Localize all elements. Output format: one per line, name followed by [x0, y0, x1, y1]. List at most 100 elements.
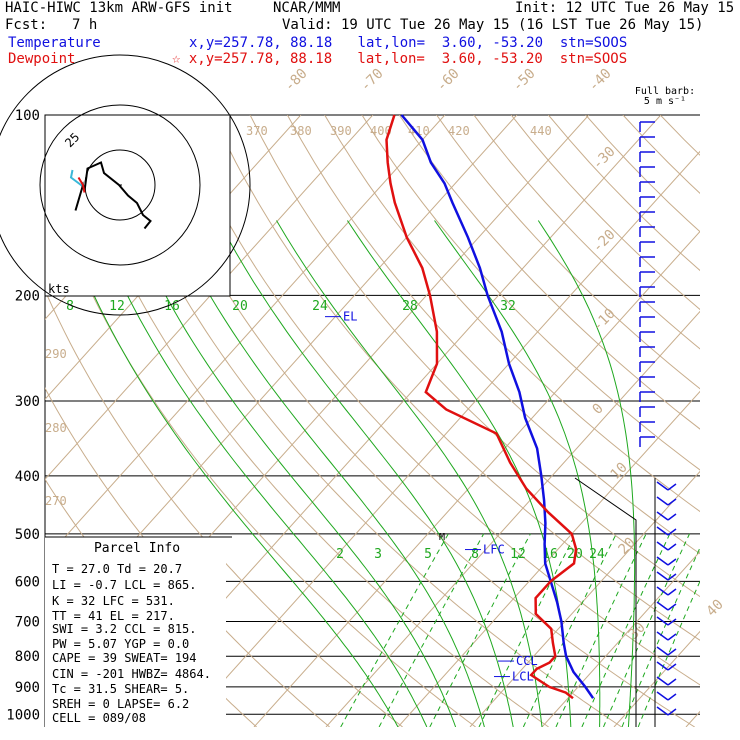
barb-legend-title: Full barb: [635, 86, 695, 97]
isotherm-label: -10 [590, 306, 619, 335]
mixing-ratio-label: 8 [471, 547, 479, 562]
moist-adiabat-line [346, 220, 572, 727]
isotherm-line [253, 230, 700, 727]
parcel-info-row: K = 32 LFC = 531. [52, 594, 175, 608]
mixing-ratio-line [637, 580, 700, 727]
dewpoint-location: ☆ x,y=257.78, 88.18 lat,lon= 3.60, -53.2… [172, 51, 628, 67]
mixing-ratio-label: 28 [402, 299, 418, 314]
mixing-ratio-label: 24 [312, 299, 328, 314]
parcel-info-row: TT = 41 EL = 217. [52, 609, 175, 623]
dry-adiabat-line [212, 115, 700, 641]
parcel-box-slant [574, 477, 637, 727]
dry-adiabat-label: 420 [448, 124, 470, 138]
moist-adiabat-line [434, 220, 601, 727]
hodograph-ring [0, 54, 251, 316]
wind-barb-staff [656, 496, 669, 506]
hodograph-ring [39, 104, 201, 266]
mixed-layer-marker: M [439, 532, 445, 543]
pressure-tick-label: 400 [15, 469, 40, 485]
wind-barb-flag [667, 648, 677, 656]
isotherm-line [0, 115, 13, 727]
mixing-ratio-line [340, 533, 449, 727]
parcel-info-row: PW = 5.07 YGP = 0.0 [52, 637, 189, 651]
parcel-info-row: SWI = 3.2 CCL = 815. [52, 622, 197, 636]
pressure-tick-label: 500 [15, 527, 40, 543]
isotherm-label: -30 [590, 144, 619, 173]
level-label-lcl: LCL [512, 670, 534, 684]
moist-adiabat-line [217, 220, 514, 727]
dewpoint-legend-label: Dewpoint [8, 51, 76, 67]
parcel-info-row: CAPE = 39 SWEAT= 194 [52, 651, 197, 665]
init-time: Init: 12 UTC Tue 26 May 15 [515, 0, 735, 16]
dry-adiabat-line [473, 115, 700, 350]
isotherm-line [469, 470, 700, 727]
valid-time: Valid: 19 UTC Tue 26 May 15 (16 LST Tue … [282, 17, 704, 33]
level-label-lfc: LFC [483, 543, 505, 557]
parcel-info-row: CELL = 089/08 [52, 711, 146, 725]
dry-adiabat-label: 440 [530, 124, 552, 138]
dry-adiabat-line [324, 115, 700, 513]
mixing-ratio-label: 5 [424, 547, 432, 562]
wind-barb-flag [667, 573, 677, 581]
wind-barb-flag [667, 663, 677, 671]
moist-adiabat-line [128, 220, 457, 727]
moist-adiabat-line [169, 220, 485, 727]
isotherm-line [45, 115, 374, 480]
isotherm-line [685, 710, 700, 727]
mixing-ratio-label: 3 [374, 547, 382, 562]
forecast-label: Fcst: [5, 17, 48, 33]
wind-barb-staff [656, 601, 669, 611]
dry-adiabat-line [436, 115, 700, 390]
wind-barb-flag [667, 543, 677, 551]
dry-adiabat-line [249, 115, 700, 598]
isotherm-label: -40 [586, 66, 615, 95]
pressure-tick-label: 900 [15, 680, 40, 696]
mixing-ratio-line [581, 533, 671, 727]
dry-adiabat-lines [45, 115, 700, 727]
isotherm-label: -60 [434, 66, 463, 95]
moist-adiabat-line [62, 220, 399, 727]
wind-barb-staff [656, 706, 669, 716]
pressure-tick-label: 100 [15, 108, 40, 124]
moist-adiabat-lines [62, 220, 636, 727]
moist-adiabat-line [276, 220, 543, 727]
dry-adiabat-label: 370 [246, 124, 268, 138]
wind-barb-staff [656, 571, 669, 581]
wind-barb-staff [656, 691, 669, 701]
moist-adiabat-line [537, 220, 636, 727]
mixing-ratio-label: 2 [336, 547, 344, 562]
parcel-info-row: Tc = 31.5 SHEAR= 5. [52, 682, 189, 696]
parcel-info-row: CIN = -201 HWBZ= 4864. [52, 667, 211, 681]
isotherm-line [181, 150, 700, 727]
wind-barb-staff [656, 556, 669, 566]
mixing-ratio-label: 32 [500, 299, 516, 314]
wind-barb-staff [656, 646, 669, 656]
wind-barb-flag [667, 558, 677, 566]
wind-barb-staff [656, 661, 669, 671]
temperature-legend-label: Temperature [8, 35, 101, 51]
isotherm-label: -80 [282, 66, 311, 95]
wind-barb-flag [667, 678, 677, 686]
wind-barb-flag [667, 588, 677, 596]
dry-adiabat-label: 290 [45, 347, 67, 361]
wind-barb-staff [656, 511, 669, 521]
moist-adiabat-line [93, 220, 428, 727]
dry-adiabat-label: 270 [45, 494, 67, 508]
isotherm-line [45, 115, 446, 560]
parcel-info-title: Parcel Info [94, 541, 180, 556]
dry-adiabat-line [137, 115, 695, 727]
wind-barb-flag [667, 528, 677, 536]
isotherm-label: 10 [608, 460, 631, 483]
isotherm-label: 30 [626, 620, 649, 643]
pressure-tick-label: 600 [15, 574, 40, 590]
wind-barb-flag [667, 693, 677, 701]
isotherm-label: 0 [590, 401, 607, 418]
isotherm-line [325, 310, 700, 727]
wind-barb-flag [667, 513, 677, 521]
dry-adiabat-line [63, 115, 549, 727]
pressure-tick-label: 800 [15, 649, 40, 665]
barb-legend-units: 5 m s⁻¹ [644, 96, 686, 107]
wind-barb-staff [656, 616, 669, 626]
dry-adiabat-line [100, 115, 622, 727]
